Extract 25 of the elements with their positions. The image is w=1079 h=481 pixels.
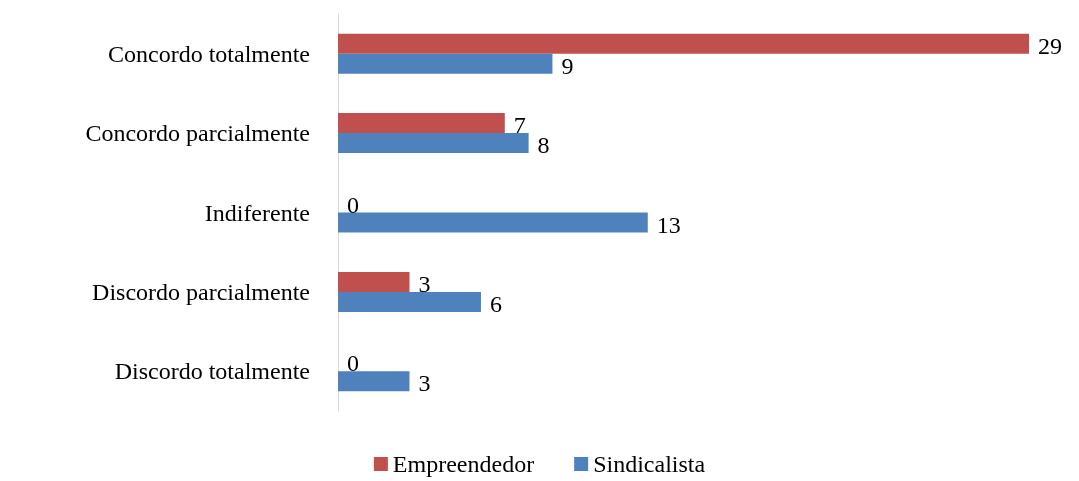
data-label: 9 bbox=[561, 52, 574, 79]
y-tick-label: Concordo totalmente bbox=[108, 40, 310, 67]
data-label: 3 bbox=[418, 370, 431, 397]
data-label: 3 bbox=[418, 270, 431, 297]
data-label: 0 bbox=[347, 191, 359, 218]
bar bbox=[338, 113, 505, 134]
data-label: 6 bbox=[489, 290, 502, 317]
bar bbox=[338, 291, 481, 312]
data-label: 13 bbox=[656, 211, 681, 238]
data-label: 0 bbox=[347, 350, 359, 377]
bar bbox=[338, 133, 529, 154]
bar bbox=[338, 33, 1029, 54]
y-tick-label: Indiferente bbox=[204, 199, 310, 226]
bar bbox=[338, 53, 553, 74]
legend-label: Empreendedor bbox=[392, 451, 535, 477]
data-label: 29 bbox=[1038, 32, 1062, 59]
y-tick-label: Concordo parcialmente bbox=[85, 120, 310, 147]
data-label: 7 bbox=[513, 112, 526, 139]
legend-label: Sindicalista bbox=[593, 451, 706, 477]
y-tick-label: Discordo parcialmente bbox=[92, 278, 310, 305]
data-label: 8 bbox=[537, 132, 550, 159]
bar bbox=[338, 371, 410, 392]
bar bbox=[338, 271, 410, 292]
bar bbox=[338, 212, 648, 233]
y-tick-label: Discordo totalmente bbox=[114, 358, 310, 385]
